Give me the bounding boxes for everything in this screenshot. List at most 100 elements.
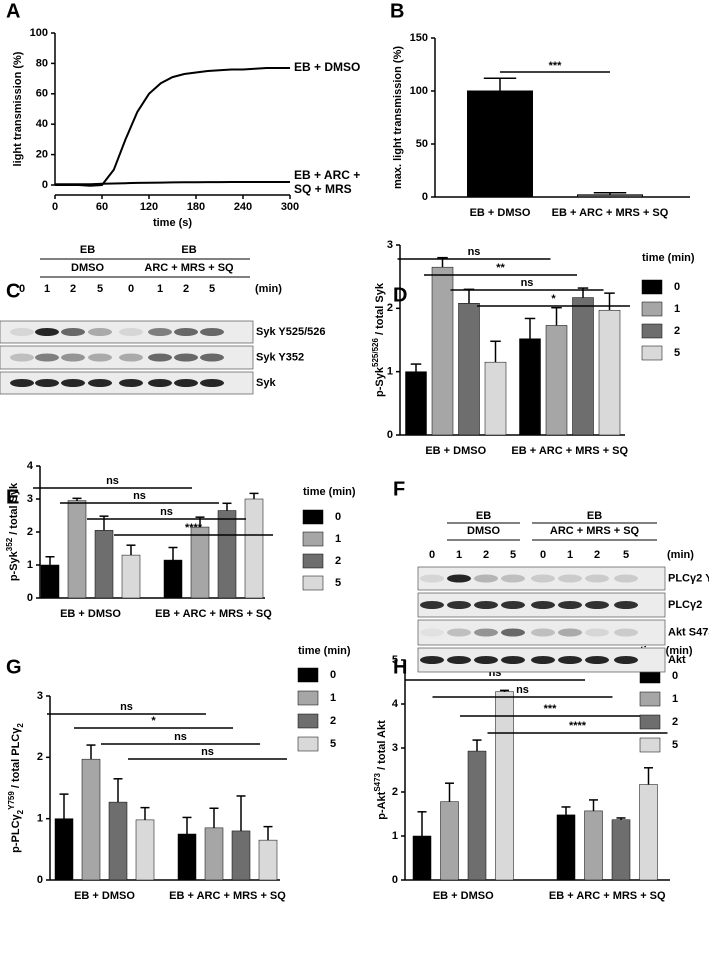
blot-band [35,379,59,387]
bar [545,325,568,436]
x-tick-label: EB + ARC + MRS + SQ [552,207,669,219]
y-tick-label: 1 [387,366,393,378]
y-tick-label: 80 [36,57,48,69]
y-label-part: / total Syk [374,282,386,338]
group-label: EB [476,510,491,522]
legend-swatch [641,279,663,295]
legend-label: 0 [330,669,336,681]
error-bar [445,782,454,802]
trace [55,67,290,187]
bar [458,303,480,436]
blot-band [474,656,498,664]
significance-label: ns [120,701,133,713]
y-axis-label: p-Syk525/526 / total Syk [371,282,386,397]
legend-label: 5 [672,739,678,751]
blot-band [558,628,582,637]
y-tick-label: 4 [27,460,34,472]
y-axis-label: p-AktS473 / total Akt [373,720,388,820]
blot-band [61,379,85,387]
lane-label: 5 [623,549,629,561]
y-tick-label: 60 [36,88,48,100]
bar [177,833,197,881]
bar [577,194,643,198]
x-tick-label: EB + DMSO [433,890,494,902]
y-label-part: p-PLCγ [10,813,22,852]
bar [204,827,224,881]
bar [190,526,210,599]
x-tick-label: EB + ARC + MRS + SQ [155,608,272,620]
error-bar [644,767,653,785]
blot-band [501,601,525,609]
bar [163,559,183,599]
blot-band [148,353,172,362]
legend-label: 1 [330,692,336,704]
panel-label: B [390,0,404,22]
unit-label: (min) [255,283,282,295]
blot-band [558,574,582,583]
legend-swatch [302,509,324,525]
legend-label: 0 [672,670,678,682]
error-bar [561,806,571,815]
group-label: EB [587,510,602,522]
lane-label: 1 [456,549,462,561]
bar [135,819,155,881]
lane-label: 5 [510,549,516,561]
legend-label: 0 [335,511,341,523]
trace [55,181,290,186]
blot-band [35,353,59,362]
x-tick-label: 120 [140,201,158,213]
significance-label: ns [160,506,173,518]
blot-band [585,574,609,583]
blot-band [447,656,471,664]
legend-title: time (min) [298,645,351,657]
legend-swatch [297,736,319,752]
error-bar [490,340,501,363]
bar [108,801,128,881]
y-tick-label: 20 [36,149,48,161]
y-tick-label: 3 [27,493,33,505]
significance-label: *** [544,703,558,715]
y-tick-label: 0 [27,592,33,604]
bar [519,338,541,436]
bar [54,818,74,881]
legend-swatch [641,345,663,361]
error-bar [182,816,192,834]
blot-band [420,574,444,583]
legend-label: 0 [674,281,680,293]
blot-band [531,574,555,583]
y-label-part: p-Syk [374,366,386,397]
treatment-label: DMSO [467,525,500,537]
bar [431,266,454,436]
x-tick-label: 180 [187,201,205,213]
y-tick-label: 0 [37,874,43,886]
row-label: Syk [256,377,276,389]
legend-label: 1 [672,693,678,705]
x-tick-label: EB + ARC + MRS + SQ [169,890,286,902]
bar [556,814,576,881]
blot-band [585,656,609,664]
panel-label: A [6,0,20,22]
blot-band [61,328,85,336]
significance-label: ns [521,277,534,289]
row-label: PLCγ2 [668,599,702,611]
y-tick-label: 0 [392,874,398,886]
y-tick-label: 0 [42,179,48,191]
blot-band [174,353,198,362]
significance-label: * [551,293,556,305]
blot-band [119,328,143,336]
blot-band [174,328,198,336]
bar [121,554,141,599]
bar [81,758,101,881]
blot-band [174,379,198,387]
legend-swatch [302,531,324,547]
blot-band [119,379,143,387]
legend-title: time (min) [303,486,356,498]
panel-label: G [6,656,22,678]
blot-band [558,601,582,609]
y-tick-label: 1 [392,830,398,842]
bar [572,297,594,436]
y-label-part: / total PLCγ [10,727,22,791]
legend-swatch [639,737,661,753]
blot-band [474,628,498,637]
bar [244,498,264,599]
